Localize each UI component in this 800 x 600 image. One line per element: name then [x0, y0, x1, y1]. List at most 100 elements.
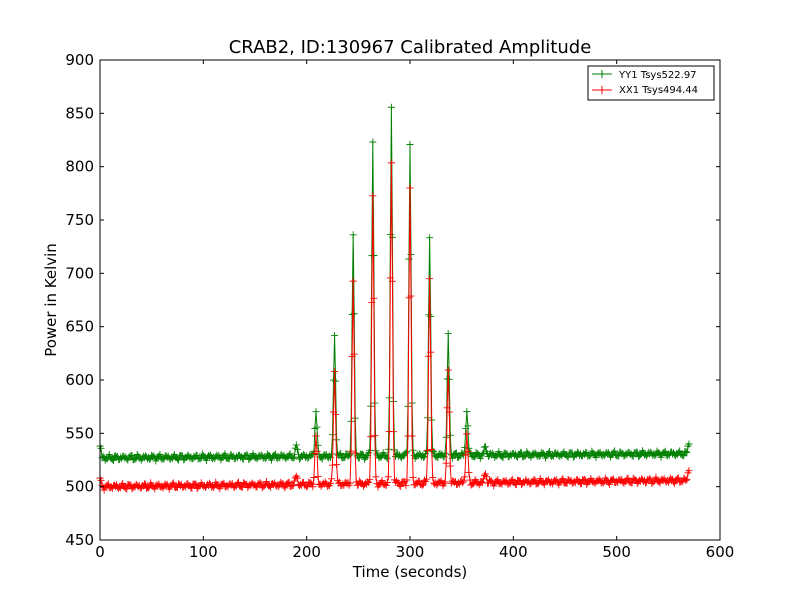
data-point-marker	[383, 455, 391, 463]
data-point-marker	[140, 480, 148, 488]
data-point-marker	[403, 476, 411, 484]
series-1	[96, 159, 693, 494]
data-point-marker	[460, 477, 468, 485]
data-point-marker	[281, 484, 289, 492]
data-point-marker	[370, 294, 378, 302]
data-point-marker	[408, 432, 416, 440]
data-point-marker	[188, 484, 196, 492]
data-point-marker	[303, 483, 311, 491]
data-point-marker	[350, 310, 358, 318]
data-point-marker	[312, 408, 320, 416]
data-point-marker	[387, 103, 395, 111]
data-point-marker	[286, 450, 294, 458]
data-point-marker	[196, 455, 204, 463]
data-point-marker	[425, 352, 433, 360]
data-point-marker	[444, 366, 452, 374]
data-point-marker	[418, 481, 426, 489]
data-point-marker	[289, 454, 297, 462]
legend-entry-xx1: XX1 Tsys494.44	[592, 85, 698, 96]
data-point-marker	[406, 184, 414, 192]
data-point-marker	[466, 476, 474, 484]
data-point-marker	[424, 446, 432, 454]
data-point-marker	[423, 475, 431, 483]
data-point-marker	[372, 447, 380, 455]
data-point-marker	[559, 475, 567, 483]
y-axis-label: Power in Kelvin	[42, 243, 60, 357]
data-point-marker	[441, 478, 449, 486]
y-tick-label: 850	[65, 104, 94, 122]
data-point-marker	[133, 450, 141, 458]
x-axis-label: Time (seconds)	[352, 563, 468, 581]
data-point-marker	[459, 479, 467, 487]
ticks-layer: 0 100 200 300 400 500 600 450 500 550 600 650 700 750…	[65, 51, 734, 561]
data-point-marker	[461, 473, 469, 481]
data-point-marker	[445, 375, 453, 383]
x-tick-label: 500	[602, 543, 631, 561]
data-point-marker	[206, 479, 214, 487]
y-tick-label: 500	[65, 478, 94, 496]
data-point-marker	[384, 445, 392, 453]
data-point-marker	[146, 455, 154, 463]
data-point-marker	[674, 474, 682, 482]
data-point-marker	[309, 483, 317, 491]
data-point-marker	[382, 482, 390, 490]
x-tick-label: 100	[189, 543, 218, 561]
data-point-marker	[368, 299, 376, 307]
data-point-marker	[470, 453, 478, 461]
data-point-marker	[268, 456, 276, 464]
data-point-marker	[156, 450, 164, 458]
data-point-marker	[685, 467, 693, 475]
data-point-marker	[350, 350, 358, 358]
data-point-marker	[365, 479, 373, 487]
data-point-marker	[683, 475, 691, 483]
data-point-marker	[307, 479, 315, 487]
data-point-marker	[262, 477, 270, 485]
data-point-marker	[261, 454, 269, 462]
data-point-marker	[284, 479, 292, 487]
data-point-marker	[272, 450, 280, 458]
data-point-marker	[661, 447, 669, 455]
data-point-marker	[429, 473, 437, 481]
data-point-marker	[313, 423, 321, 431]
data-point-marker	[384, 473, 392, 481]
data-point-marker	[290, 477, 298, 485]
data-point-marker	[499, 454, 507, 462]
data-point-marker	[463, 408, 471, 416]
data-point-marker	[446, 462, 454, 470]
data-point-marker	[293, 445, 301, 453]
data-point-marker	[479, 449, 487, 457]
data-point-marker	[444, 329, 452, 337]
data-point-marker	[293, 474, 301, 482]
data-point-marker	[518, 449, 526, 457]
legend: YY1 Tsys522.97 XX1 Tsys494.44	[587, 65, 715, 101]
data-point-marker	[495, 448, 503, 456]
data-point-marker	[443, 404, 451, 412]
data-point-marker	[428, 445, 436, 453]
data-point-marker	[289, 482, 297, 490]
data-point-marker	[440, 480, 448, 488]
data-point-marker	[465, 469, 473, 477]
data-point-marker	[682, 477, 690, 485]
data-point-marker	[657, 453, 665, 461]
data-point-marker	[151, 485, 159, 493]
data-point-marker	[318, 455, 326, 463]
data-point-marker	[105, 450, 113, 458]
data-point-marker	[332, 411, 340, 419]
data-point-marker	[389, 428, 397, 436]
y-tick-label: 750	[65, 211, 94, 229]
data-point-marker	[682, 448, 690, 456]
chart-title: CRAB2, ID:130967 Calibrated Amplitude	[229, 37, 592, 58]
x-tick-label: 600	[706, 543, 735, 561]
x-tick-label: 300	[396, 543, 425, 561]
data-point-marker	[530, 476, 538, 484]
data-point-marker	[366, 446, 374, 454]
data-point-marker	[326, 479, 334, 487]
data-point-marker	[490, 482, 498, 490]
data-point-marker	[652, 473, 660, 481]
data-point-marker	[409, 446, 417, 454]
data-point-marker	[464, 422, 472, 430]
data-point-marker	[535, 453, 543, 461]
data-point-marker	[464, 447, 472, 455]
data-point-marker	[329, 461, 336, 469]
y-tick-label: 550	[65, 424, 94, 442]
